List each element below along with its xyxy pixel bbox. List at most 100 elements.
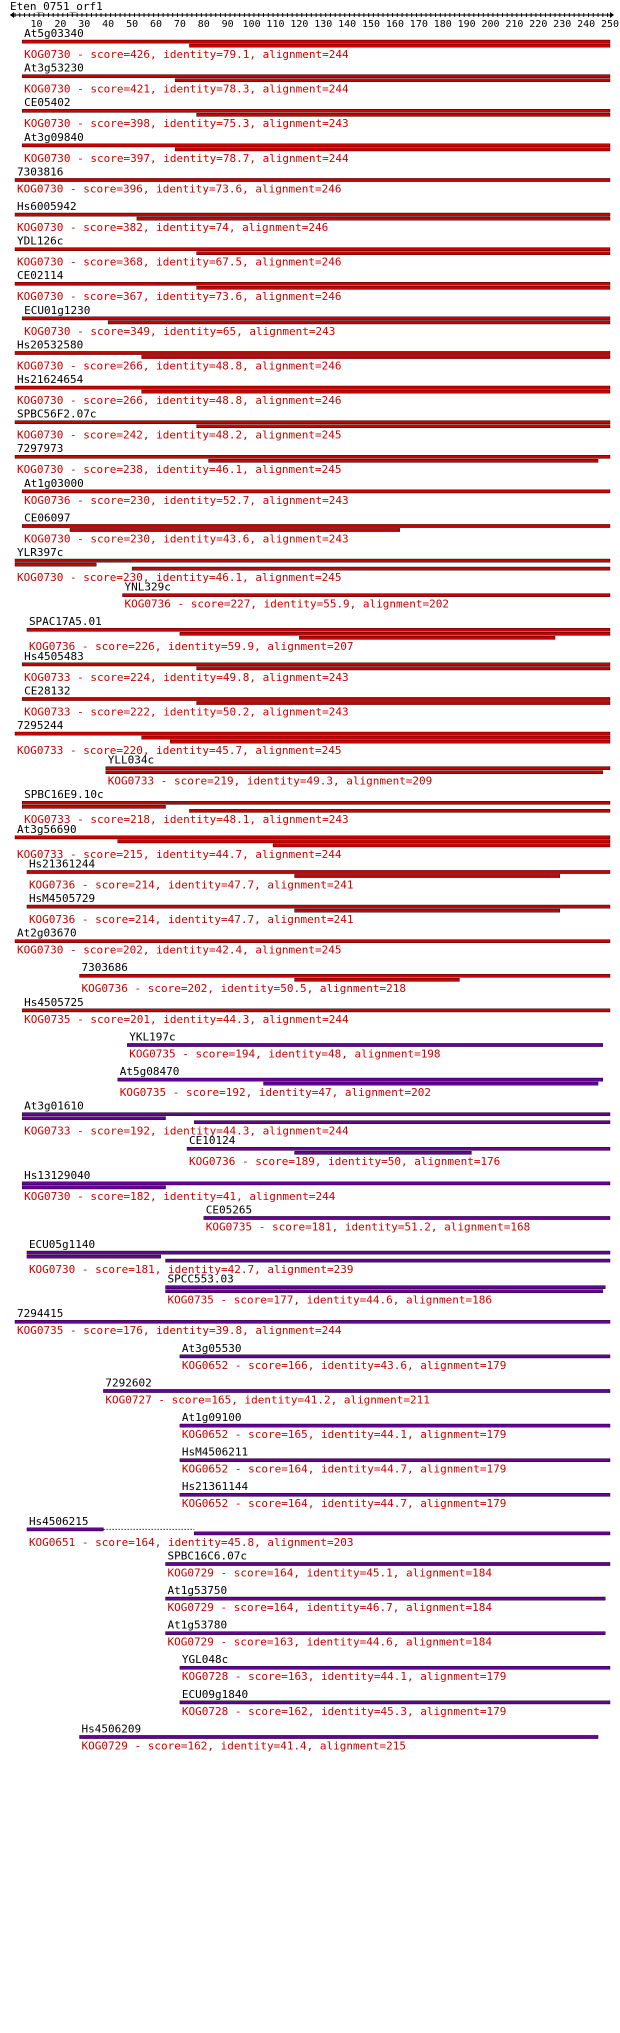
hit-name[interactable]: Hs20532580 (17, 338, 83, 351)
hit-row[interactable]: Hs21361244 KOG0736 - score=214, identity=… (26, 857, 611, 891)
hit-row[interactable]: CE10124 KOG0736 - score=189, identity=50,… (186, 1134, 611, 1168)
hit-row[interactable]: ECU01g1230 KOG0730 - score=349, identity=… (21, 304, 611, 338)
hit-name[interactable]: SPAC17A5.01 (29, 615, 102, 628)
hit-row[interactable]: 7303816 KOG0730 - score=396, identity=73.… (14, 165, 611, 195)
hit-row[interactable]: At1g09100 KOG0652 - score=165, identity=4… (179, 1411, 611, 1441)
hit-row[interactable]: 7297973 KOG0730 - score=238, identity=46.… (14, 442, 611, 476)
hit-row[interactable]: Hs21624654 KOG0730 - score=266, identity=… (14, 373, 611, 407)
hit-row[interactable]: 7294415 KOG0735 - score=176, identity=39.… (14, 1307, 611, 1337)
hit-row[interactable]: SPBC16E9.10c KOG0733 - score=218, identit… (21, 788, 611, 826)
hit-name[interactable]: HsM4505729 (29, 892, 95, 905)
hit-row[interactable]: HsM4506211 KOG0652 - score=164, identity=… (179, 1446, 611, 1476)
hit-row[interactable]: Hs4505725 KOG0735 - score=201, identity=4… (21, 996, 611, 1026)
hit-row[interactable]: At5g08470 KOG0735 - score=192, identity=4… (117, 1065, 604, 1099)
hit-row[interactable]: CE05265 KOG0735 - score=181, identity=51.… (203, 1203, 611, 1233)
hit-row[interactable]: Hs4506209 KOG0729 - score=162, identity=4… (79, 1722, 599, 1752)
hit-name[interactable]: At5g08470 (120, 1065, 180, 1078)
hit-row[interactable]: Hs4505483 KOG0733 - score=224, identity=4… (21, 650, 611, 684)
hit-name[interactable]: YGL048c (182, 1653, 228, 1666)
hit-name[interactable]: 7303686 (82, 961, 128, 974)
hit-name[interactable]: 7303816 (17, 165, 63, 178)
hit-row[interactable]: 7303686 KOG0736 - score=202, identity=50.… (79, 961, 611, 995)
hit-row[interactable]: YDL126c KOG0730 - score=368, identity=67.… (14, 235, 611, 269)
hit-row[interactable]: At5g03340 KOG0730 - score=426, identity=7… (21, 27, 611, 61)
hit-name[interactable]: ECU09g1840 (182, 1688, 248, 1701)
hit-name[interactable]: YLR397c (17, 546, 63, 559)
hit-row[interactable]: YLL034c KOG0733 - score=219, identity=49.… (105, 754, 611, 788)
hit-name[interactable]: YLL034c (108, 754, 154, 767)
hit-row[interactable]: At1g53750 KOG0729 - score=164, identity=4… (165, 1584, 606, 1614)
hit-name[interactable]: At5g03340 (24, 27, 84, 40)
hit-row[interactable]: Hs20532580 KOG0730 - score=266, identity=… (14, 338, 611, 372)
hit-row[interactable]: ECU09g1840 KOG0728 - score=162, identity=… (179, 1688, 611, 1718)
hit-row[interactable]: YKL197c KOG0735 - score=194, identity=48,… (127, 1030, 604, 1060)
hit-name[interactable]: At1g09100 (182, 1411, 242, 1424)
hit-name[interactable]: At2g03670 (17, 927, 77, 940)
hit-name[interactable]: CE10124 (189, 1134, 236, 1147)
hit-name[interactable]: 7297973 (17, 442, 63, 455)
hit-name[interactable]: At1g53750 (168, 1584, 228, 1597)
hit-name[interactable]: At3g01610 (24, 1100, 84, 1113)
hit-name[interactable]: YNL329c (125, 581, 171, 594)
hit-row[interactable]: 7295244 KOG0733 - score=220, identity=45.… (14, 719, 611, 757)
hit-row[interactable]: CE06097 KOG0730 - score=230, identity=43.… (21, 511, 611, 545)
hit-row[interactable]: CE28132 KOG0733 - score=222, identity=50.… (21, 684, 611, 718)
hit-row[interactable]: SPAC17A5.01 KOG0736 - score=226, identity… (26, 615, 611, 653)
hit-name[interactable]: SPBC16C6.07c (168, 1549, 247, 1562)
hit-row[interactable]: At1g53780 KOG0729 - score=163, identity=4… (165, 1619, 606, 1649)
hit-name[interactable]: SPBC16E9.10c (24, 788, 103, 801)
hit-row[interactable]: At3g05530 KOG0652 - score=166, identity=4… (179, 1342, 611, 1372)
hit-row[interactable]: YLR397c KOG0730 - score=230, identity=46.… (14, 546, 611, 584)
hit-name[interactable]: Hs13129040 (24, 1169, 90, 1182)
hit-row[interactable]: At3g53230 KOG0730 - score=421, identity=7… (21, 62, 611, 96)
hit-row[interactable]: At2g03670 KOG0730 - score=202, identity=4… (14, 927, 611, 957)
hit-row[interactable]: CE05402 KOG0730 - score=398, identity=75.… (21, 96, 611, 130)
hit-row[interactable]: HsM4505729 KOG0736 - score=214, identity=… (26, 892, 611, 926)
hit-row[interactable]: At3g09840 KOG0730 - score=397, identity=7… (21, 131, 611, 165)
hit-row[interactable]: SPBC16C6.07c KOG0729 - score=164, identit… (165, 1549, 611, 1579)
hit-row[interactable]: At1g03000 KOG0736 - score=230, identity=5… (21, 477, 611, 507)
hit-row[interactable]: 7292602 KOG0727 - score=165, identity=41.… (103, 1376, 611, 1406)
hit-name[interactable]: YKL197c (129, 1030, 175, 1043)
hit-name[interactable]: Hs4505725 (24, 996, 84, 1009)
hit-row[interactable]: Hs6005942 KOG0730 - score=382, identity=7… (14, 200, 611, 234)
hit-row[interactable]: SPCC553.03 KOG0735 - score=177, identity=… (165, 1273, 606, 1307)
hit-name[interactable]: CE05402 (24, 96, 70, 109)
hit-name[interactable]: At3g53230 (24, 62, 84, 75)
hit-name[interactable]: ECU05g1140 (29, 1238, 95, 1251)
hit-name[interactable]: SPCC553.03 (168, 1273, 234, 1286)
hit-name[interactable]: YDL126c (17, 235, 63, 248)
hit-row[interactable]: Hs4506215 KOG0651 - score=164, identity=4… (26, 1515, 611, 1549)
hit-name[interactable]: 7294415 (17, 1307, 63, 1320)
hit-row[interactable]: CE02114 KOG0730 - score=367, identity=73.… (14, 269, 611, 303)
hit-name[interactable]: At1g03000 (24, 477, 84, 490)
hit-row[interactable]: YNL329c KOG0736 - score=227, identity=55.… (122, 581, 611, 611)
hit-name[interactable]: At3g05530 (182, 1342, 242, 1355)
hit-name[interactable]: SPBC56F2.07c (17, 408, 96, 421)
hit-name[interactable]: ECU01g1230 (24, 304, 90, 317)
hit-name[interactable]: At3g09840 (24, 131, 84, 144)
hit-name[interactable]: 7292602 (105, 1376, 151, 1389)
hit-name[interactable]: Hs6005942 (17, 200, 77, 213)
hit-name[interactable]: At3g56690 (17, 823, 77, 836)
hit-name[interactable]: CE05265 (206, 1203, 252, 1216)
hit-row[interactable]: ECU05g1140 KOG0730 - score=181, identity=… (26, 1238, 611, 1276)
hit-row[interactable]: Hs21361144 KOG0652 - score=164, identity=… (179, 1480, 611, 1510)
hit-name[interactable]: At1g53780 (168, 1619, 228, 1632)
hit-name[interactable]: Hs21361144 (182, 1480, 249, 1493)
hit-row[interactable]: At3g01610 KOG0733 - score=192, identity=4… (21, 1100, 611, 1138)
hit-name[interactable]: Hs4505483 (24, 650, 84, 663)
hit-name[interactable]: Hs4506215 (29, 1515, 89, 1528)
hit-row[interactable]: At3g56690 KOG0733 - score=215, identity=4… (14, 823, 611, 861)
hit-name[interactable]: CE28132 (24, 684, 70, 697)
hit-name[interactable]: CE02114 (17, 269, 64, 282)
hit-row[interactable]: Hs13129040 KOG0730 - score=182, identity=… (21, 1169, 611, 1203)
hit-name[interactable]: Hs21624654 (17, 373, 84, 386)
hit-name[interactable]: CE06097 (24, 511, 70, 524)
hit-name[interactable]: Hs4506209 (82, 1722, 142, 1735)
hit-row[interactable]: YGL048c KOG0728 - score=163, identity=44.… (179, 1653, 611, 1683)
hit-name[interactable]: Hs21361244 (29, 857, 96, 870)
hit-name[interactable]: HsM4506211 (182, 1446, 248, 1459)
hit-name[interactable]: 7295244 (17, 719, 64, 732)
hit-row[interactable]: SPBC56F2.07c KOG0730 - score=242, identit… (14, 408, 611, 442)
